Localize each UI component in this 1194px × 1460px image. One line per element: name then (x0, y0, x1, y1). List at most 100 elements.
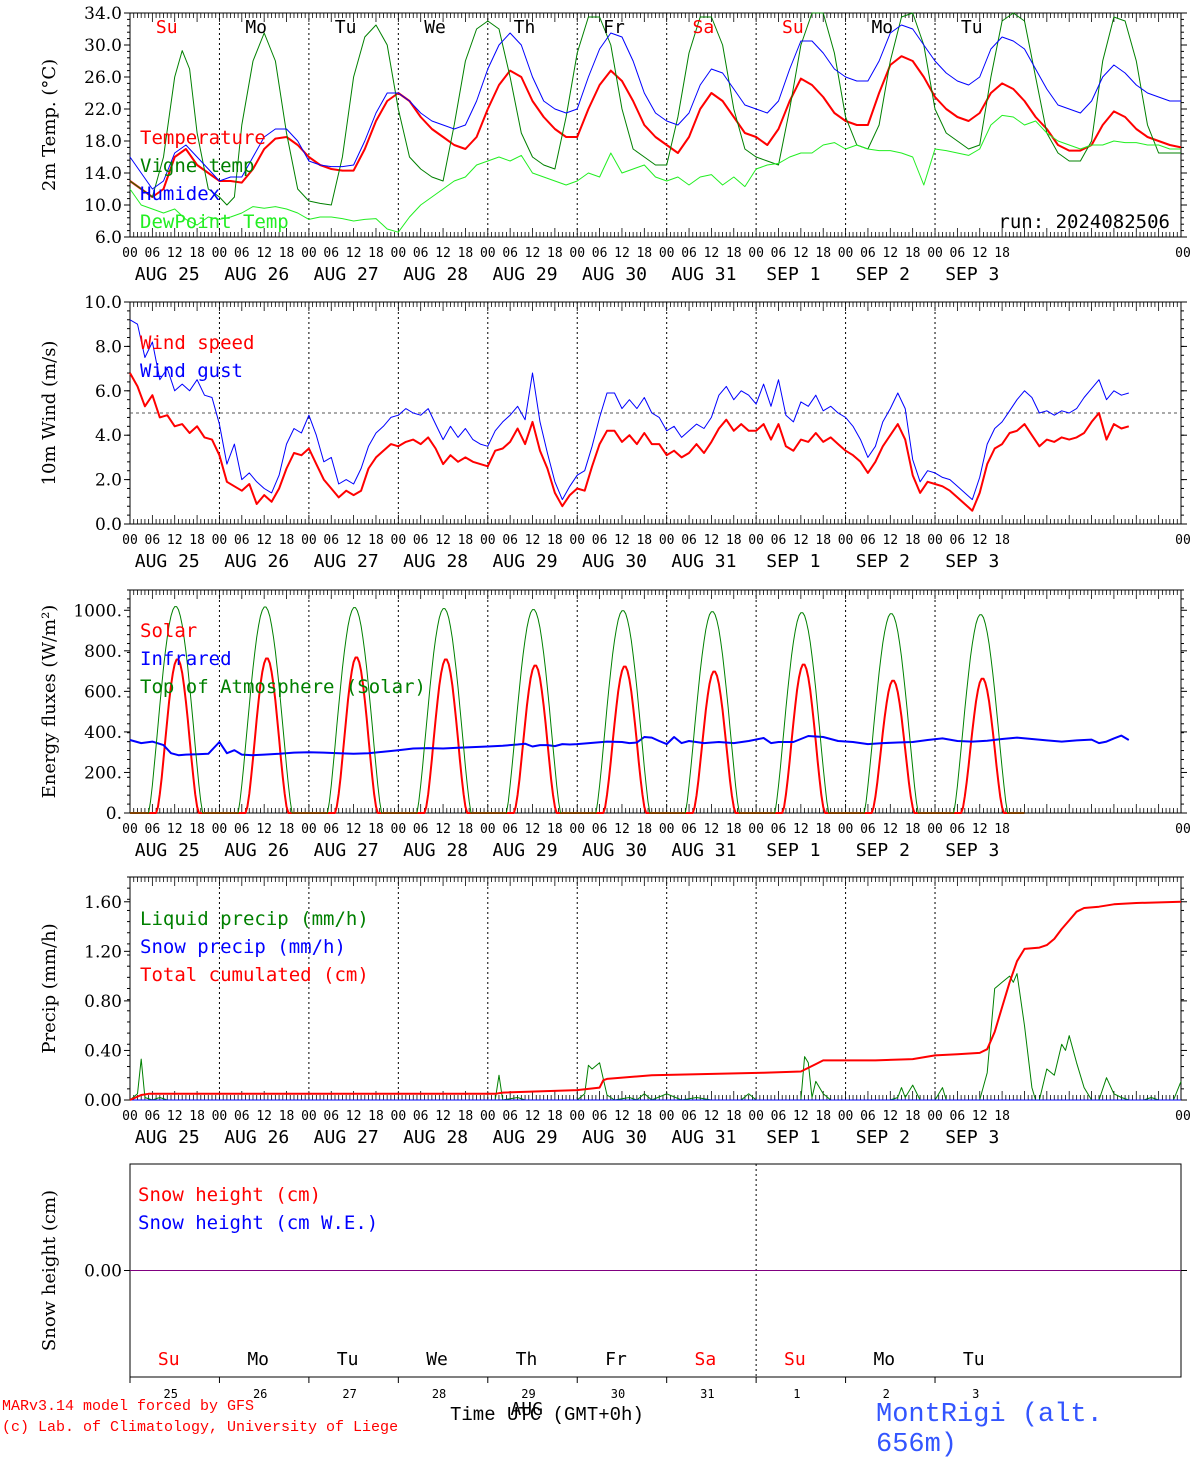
x-hour-label: 00 (748, 1109, 764, 1124)
day-number-label: 1 (793, 1387, 800, 1401)
day-number-label: 27 (342, 1387, 356, 1401)
x-hour-label: 00 (748, 246, 764, 261)
x-hour-label: 00 (927, 533, 943, 548)
x-hour-label: 06 (323, 246, 339, 261)
x-date-label: AUG 31 (671, 551, 736, 572)
x-hour-label: 06 (502, 1109, 518, 1124)
legend-entry: Vigne temp (140, 155, 254, 177)
x-date-label: AUG 27 (314, 551, 379, 572)
x-hour-label: 12 (256, 1109, 272, 1124)
day-number-label: 30 (611, 1387, 625, 1401)
series-line-vigne-temp (129, 12, 1181, 206)
x-hour-label: 18 (547, 533, 563, 548)
x-date-label: AUG 27 (314, 1127, 379, 1148)
x-hour-label: 06 (234, 533, 250, 548)
x-hour-label: 12 (972, 246, 988, 261)
y-tick-label: 30.0 (84, 36, 122, 56)
x-hour-label: 12 (256, 246, 272, 261)
x-hour-label: 18 (368, 1109, 384, 1124)
y-tick-label: 1.60 (84, 893, 122, 913)
x-date-label: AUG 25 (135, 1127, 200, 1148)
legend-entry: Total cumulated (cm) (140, 964, 369, 986)
x-date-label: AUG 27 (314, 264, 379, 285)
x-date-label: AUG 31 (671, 1127, 736, 1148)
x-hour-label: 00 (659, 1109, 675, 1124)
day-number-label: 2 (883, 1387, 890, 1401)
weekday-label: Mo (245, 17, 267, 38)
x-date-label: AUG 29 (493, 840, 558, 861)
x-hour-label: 06 (502, 246, 518, 261)
x-date-label: AUG 26 (224, 840, 289, 861)
x-hour-label: 00 (122, 533, 138, 548)
x-date-label: SEP 2 (856, 264, 910, 285)
x-hour-label: 18 (726, 1109, 742, 1124)
x-hour-label: 18 (189, 822, 205, 837)
x-hour-label: 12 (793, 246, 809, 261)
time-axis-label: Time UTC (GMT+0h) (450, 1404, 644, 1426)
series-line-humidex (129, 24, 1181, 190)
x-hour-label: 00 (569, 246, 585, 261)
x-hour-label: 00 (838, 1109, 854, 1124)
x-hour-label: 12 (704, 822, 720, 837)
series-line-dewpoint-temp (129, 114, 1181, 233)
y-tick-label: 0.00 (84, 1262, 122, 1282)
x-hour-label: 06 (413, 533, 429, 548)
x-date-label: AUG 25 (135, 840, 200, 861)
x-hour-label: 06 (323, 1109, 339, 1124)
x-hour-label: 12 (167, 1109, 183, 1124)
x-hour-label: 06 (950, 1109, 966, 1124)
y-tick-label: 1000. (73, 601, 122, 621)
x-hour-label: 12 (435, 533, 451, 548)
day-number-label: 26 (253, 1387, 267, 1401)
x-hour-label: 18 (905, 246, 921, 261)
x-hour-label: 06 (681, 533, 697, 548)
x-hour-label: 06 (502, 533, 518, 548)
station-name: MontRigi (alt. 656m) (876, 1400, 1103, 1460)
legend-entry: Wind speed (140, 332, 254, 354)
series-line-temperature (129, 55, 1182, 198)
x-hour-label: 06 (860, 822, 876, 837)
y-tick-label: 10.0 (84, 196, 122, 216)
x-hour-label: 00 (212, 533, 228, 548)
x-hour-label: 00 (122, 246, 138, 261)
x-date-label: AUG 26 (224, 264, 289, 285)
legend-entry: Solar (140, 620, 197, 642)
x-hour-label: 18 (994, 246, 1010, 261)
weekday-label: Sa (693, 17, 715, 38)
legend-entry: Wind gust (140, 360, 243, 382)
x-date-label: SEP 3 (945, 551, 999, 572)
x-hour-label: 00 (301, 533, 317, 548)
x-hour-label: 00 (122, 1109, 138, 1124)
x-hour-label: 00 (1175, 822, 1191, 837)
x-hour-label: 06 (145, 533, 161, 548)
x-hour-label: 00 (838, 533, 854, 548)
x-date-label: AUG 26 (224, 551, 289, 572)
series-line-wind-speed (129, 372, 1130, 512)
x-hour-label: 00 (659, 533, 675, 548)
day-number-label: 29 (521, 1387, 535, 1401)
x-hour-label: 12 (704, 533, 720, 548)
x-date-label: AUG 25 (135, 551, 200, 572)
y-tick-label: 0. (106, 804, 122, 824)
x-hour-label: 06 (234, 822, 250, 837)
x-hour-label: 18 (547, 822, 563, 837)
x-hour-label: 18 (279, 1109, 295, 1124)
x-hour-label: 06 (950, 822, 966, 837)
x-hour-label: 06 (592, 533, 608, 548)
x-hour-label: 18 (458, 822, 474, 837)
x-date-label: AUG 26 (224, 1127, 289, 1148)
lab-credit: (c) Lab. of Climatology, University of L… (2, 1419, 399, 1436)
x-hour-label: 18 (815, 533, 831, 548)
x-hour-label: 00 (1175, 533, 1191, 548)
y-tick-label: 34.0 (84, 4, 122, 24)
x-date-label: AUG 28 (403, 1127, 468, 1148)
x-hour-label: 18 (458, 1109, 474, 1124)
x-hour-label: 12 (525, 246, 541, 261)
legend-entry: Snow height (cm W.E.) (138, 1212, 378, 1234)
x-hour-label: 06 (860, 246, 876, 261)
y-tick-label: 18.0 (84, 132, 122, 152)
legend-entry: Top of Atmosphere (Solar) (140, 676, 426, 698)
x-hour-label: 18 (458, 533, 474, 548)
x-date-label: AUG 31 (671, 840, 736, 861)
x-hour-label: 06 (145, 822, 161, 837)
